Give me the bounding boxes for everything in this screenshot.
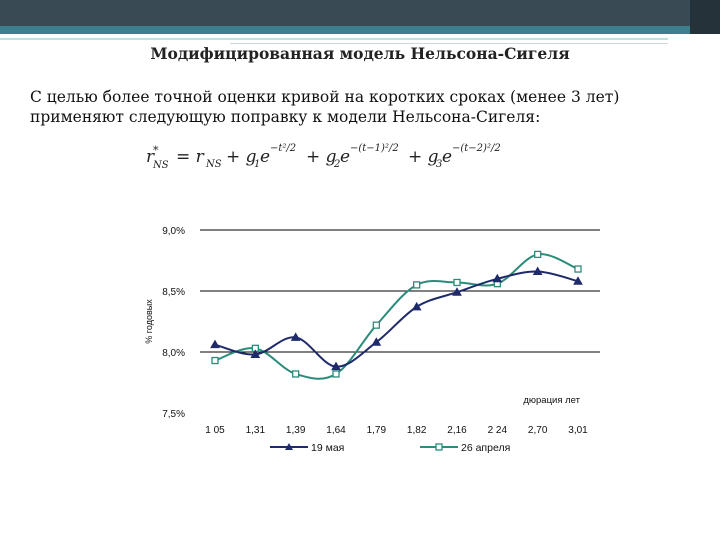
y-tick-label: 7,5% [162,409,185,420]
header-divider [0,38,668,40]
series-line-may [214,270,579,368]
svg-text:+ g: + g [408,147,439,167]
y-axis-label: % годовых [144,299,154,344]
data-point-may [250,349,261,358]
x-axis-label: дюрация лет [523,395,580,406]
x-tick-label: 1,79 [367,425,387,436]
x-tick-label: 2,70 [528,425,548,436]
svg-text:−(t−1)²/2: −(t−1)²/2 [350,143,399,154]
svg-text:NS: NS [152,160,169,171]
data-point-may [371,337,382,346]
svg-text:r: r [146,147,155,167]
legend-marker-april [435,443,443,451]
svg-text:+ g: + g [226,147,257,167]
body-line-2: применяют следующую поправку к модели Не… [30,108,541,126]
data-point-april [211,356,219,365]
slide-header-corner [690,0,720,34]
svg-text:1: 1 [254,159,260,170]
data-point-april [332,370,340,378]
data-point-may [452,287,462,296]
svg-text:2: 2 [333,159,340,170]
x-tick-label: 1,82 [407,425,427,436]
series-line-april [214,253,579,380]
x-tick-label: 1,31 [246,425,266,436]
data-point-april [534,250,542,259]
data-point-april [574,265,582,273]
y-tick-label: 9,0% [162,226,185,237]
slide-header-bar [0,0,720,26]
slide-header-accent [0,26,720,34]
x-tick-label: 2 24 [488,425,508,436]
x-tick-label: 2,16 [447,425,467,436]
nelson-siegel-formula: r * NS = r NS + g 1 e −t²/2 + g 2 e −(t−… [146,143,501,171]
yield-curve-chart: 9,0% 8,5% 8,0% 7,5% % годовых 1 05 1,31 1,39 1,6… [144,226,600,454]
data-point-may [411,301,422,311]
data-point-april [292,370,300,378]
svg-text:3: 3 [436,159,442,170]
body-line-1: С целью более точной оценки кривой на ко… [30,88,620,106]
svg-text:−(t−2)²/2: −(t−2)²/2 [452,143,501,154]
data-point-april [372,321,380,329]
data-point-may [492,273,503,283]
slide-title: Модифицированная модель Нельсона-Сигеля [150,44,570,63]
data-point-april [453,278,461,287]
x-tick-label: 1,39 [286,425,306,436]
svg-text:−t²/2: −t²/2 [270,143,296,154]
svg-text:e: e [442,147,452,167]
data-point-may [532,266,543,275]
slide-body: С целью более точной оценки кривой на ко… [30,87,690,127]
svg-text:e: e [260,147,270,167]
x-tick-label: 1 05 [205,425,225,436]
data-point-may [573,276,583,285]
x-tick-label: 3,01 [568,425,588,436]
svg-text:*: * [153,144,159,157]
x-tick-label: 1,64 [326,425,346,436]
svg-text:e: e [340,147,350,167]
svg-text:NS: NS [205,159,222,170]
data-point-april [413,281,421,289]
svg-text:+ g: + g [306,147,337,167]
data-point-may [210,339,220,349]
legend-label-april: 26 апреля [461,442,510,454]
y-tick-label: 8,0% [162,348,185,359]
legend-marker-may [285,443,293,450]
data-point-may [290,332,301,341]
legend-label-may: 19 мая [311,442,344,454]
svg-text:= r: = r [176,147,205,167]
y-tick-label: 8,5% [162,287,185,298]
header-divider-secondary [230,43,668,44]
data-point-may [331,361,341,371]
